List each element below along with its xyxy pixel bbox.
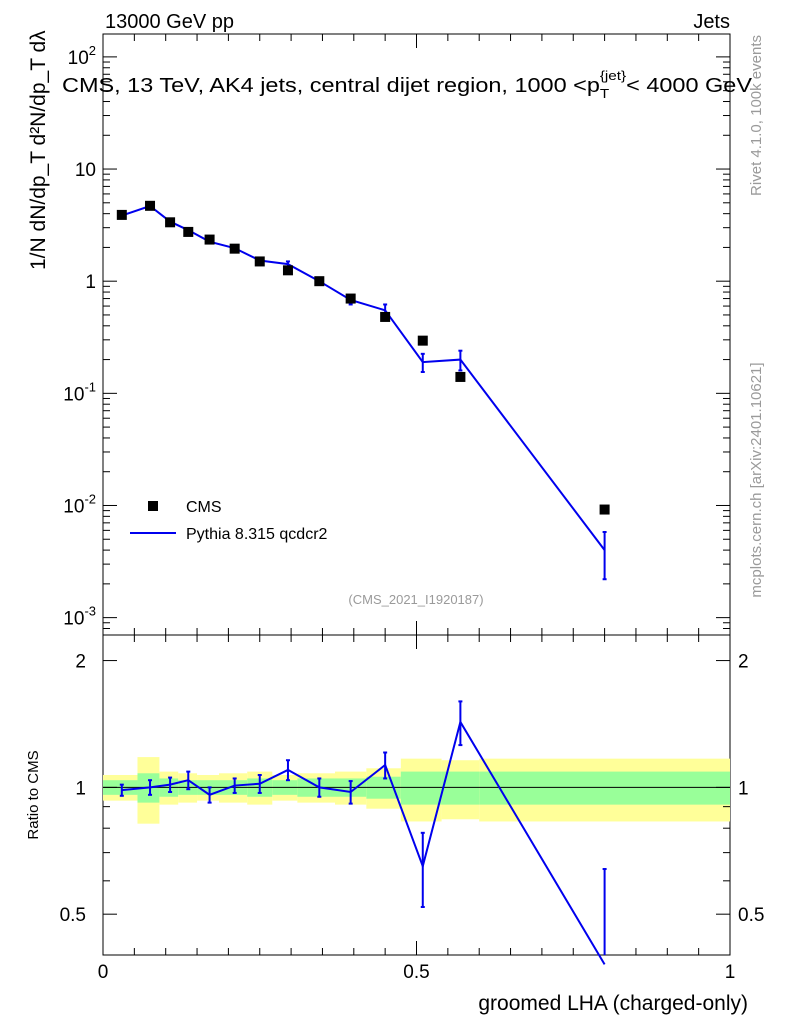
rivet-version-label: Rivet 4.1.0, 100k events [748, 35, 765, 196]
x-tick-label: 0 [98, 962, 109, 983]
y-tick-label-right: 1 [738, 778, 749, 799]
y-axis-label-bottom: Ratio to CMS [25, 750, 42, 839]
ratio-bands [103, 757, 730, 824]
cms-data-point [599, 504, 610, 515]
cms-data-point [417, 335, 428, 346]
y-tick-label-right: 2 [738, 652, 749, 673]
axis-ticks: 0 0.5 1 10-3 10-2 10-1 1 10 102 0.5 0.5 1 1 2 2 [60, 34, 764, 983]
cms-data-point [380, 311, 391, 322]
y-axis-label-top: 1/N dN/dp_T d²N/dp_T dλ [27, 30, 50, 270]
cms-data-point [165, 217, 176, 228]
cms-data-point [345, 293, 356, 304]
cms-data-point [455, 371, 466, 382]
svg-text:1/N dN/dp_T d²N/dp_T dλ: 1/N dN/dp_T d²N/dp_T dλ [27, 30, 50, 270]
analysis-watermark: (CMS_2021_I1920187) [348, 592, 483, 607]
y-tick-label: 10-2 [63, 491, 96, 517]
data-series [116, 200, 610, 515]
y-tick-label: 10-1 [63, 379, 96, 405]
y-tick-label: 1 [85, 272, 96, 293]
cms-data-point [204, 234, 215, 245]
cms-data-point [254, 256, 265, 267]
cms-data-point [145, 200, 156, 211]
plot-title: CMS, 13 TeV, AK4 jets, central dijet reg… [62, 68, 753, 101]
mc-series [119, 203, 607, 581]
mcplots-site-label: mcplots.cern.ch [arXiv:2401.10621] [748, 362, 765, 597]
cms-data-point [282, 265, 293, 276]
header-left: 13000 GeV pp [105, 11, 234, 33]
y-tick-label: 10 [75, 160, 96, 181]
legend-cms-marker [148, 501, 158, 511]
y-tick-label-left: 1 [75, 778, 86, 799]
y-tick-label-right: 0.5 [738, 905, 764, 926]
cms-data-point [116, 209, 127, 220]
legend-mc-label: Pythia 8.315 qcdcr2 [186, 526, 328, 543]
ratio-series [119, 700, 607, 965]
header-right: Jets [693, 11, 730, 33]
y-tick-label: 10-3 [63, 604, 96, 630]
x-tick-label: 1 [725, 962, 736, 983]
y-tick-label-left: 0.5 [60, 905, 86, 926]
ratio-band-inner [479, 771, 730, 805]
ratio-band-inner [400, 771, 442, 805]
x-axis-label: groomed LHA (charged-only) [478, 992, 748, 1015]
y-tick-label-left: 2 [75, 652, 86, 673]
legend-cms-label: CMS [186, 499, 222, 516]
main-panel-frame [102, 33, 731, 636]
cms-data-point [314, 276, 325, 287]
cms-data-point [229, 243, 240, 254]
cms-data-point [183, 226, 194, 237]
x-tick-label: 0.5 [403, 962, 429, 983]
ratio-band-inner [441, 771, 480, 805]
ratio-line [121, 719, 606, 965]
y-tick-label: 102 [68, 43, 96, 69]
